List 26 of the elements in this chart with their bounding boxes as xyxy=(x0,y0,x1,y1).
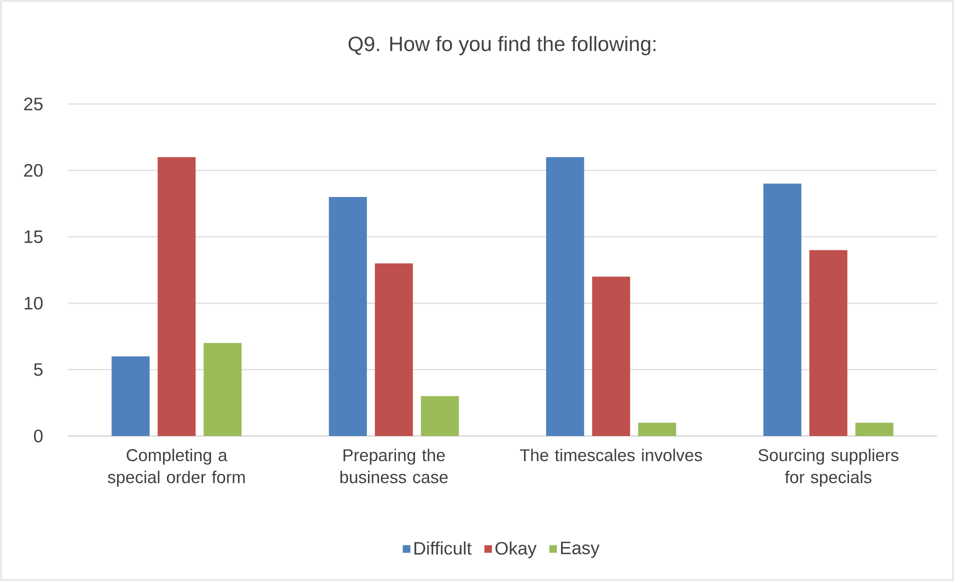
bar xyxy=(158,157,196,436)
y-tick-label: 15 xyxy=(24,230,43,244)
bar xyxy=(809,250,848,436)
bar xyxy=(112,356,150,436)
bar xyxy=(420,396,459,436)
y-tick-label: 5 xyxy=(34,363,43,376)
legend-label: Easy xyxy=(561,542,600,558)
chart-title: Q9. How fo you find the following: xyxy=(348,36,656,56)
x-tick-label: The timescales involves xyxy=(520,448,702,462)
y-tick-label: 20 xyxy=(24,164,43,177)
x-tick-label: Preparing the business case xyxy=(340,448,448,484)
legend-label: Difficult xyxy=(414,541,472,555)
y-tick-label: 25 xyxy=(24,98,43,110)
y-tick-label: 10 xyxy=(24,296,43,310)
bar xyxy=(763,184,802,436)
bar xyxy=(204,343,242,436)
bar xyxy=(592,276,630,436)
bar xyxy=(328,196,367,436)
bar xyxy=(638,422,676,436)
legend-label: Okay xyxy=(495,541,537,558)
bar xyxy=(374,263,413,436)
x-tick-label: Sourcing suppliers for specials xyxy=(758,448,898,487)
x-tick-label: Completing a special order form xyxy=(108,448,245,487)
y-tick-label: 0 xyxy=(34,430,43,442)
bar xyxy=(546,157,584,436)
bar xyxy=(855,422,894,436)
